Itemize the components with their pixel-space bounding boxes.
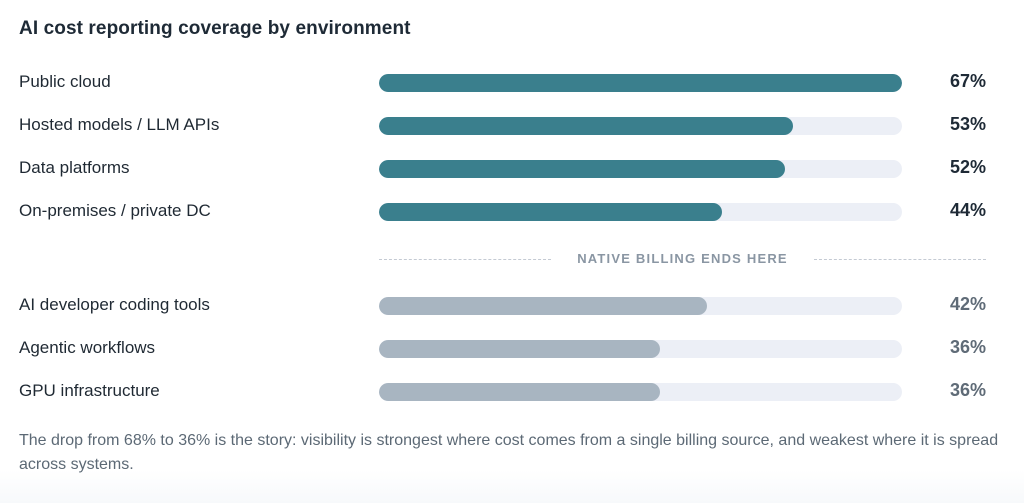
bar [379, 117, 793, 135]
bar-track [379, 383, 902, 401]
bar-track [379, 203, 902, 221]
bar-row: AI developer coding tools 42% [0, 291, 1024, 321]
data-label: 67% [949, 71, 986, 91]
category-label: AI developer coding tools [19, 295, 210, 314]
bar-row: Hosted models / LLM APIs 53% [0, 111, 1024, 141]
bar-row: Public cloud 67% [0, 68, 1024, 98]
bar [379, 340, 660, 358]
data-label: 53% [949, 114, 986, 134]
bar-row: Agentic workflows 36% [0, 334, 1024, 364]
bar-chart: Public cloud 67% Hosted models / LLM APIs 5… [0, 68, 1024, 407]
divider-line-left [379, 259, 551, 260]
category-label: GPU infrastructure [19, 381, 160, 400]
chart-footnote: The drop from 68% to 36% is the story: v… [19, 432, 999, 473]
bar [379, 74, 902, 92]
chart-title: AI cost reporting coverage by environmen… [19, 18, 411, 39]
data-label: 52% [949, 157, 986, 177]
data-label: 36% [949, 380, 986, 400]
divider-label: NATIVE BILLING ENDS HERE [577, 251, 788, 266]
bar-row: GPU infrastructure 36% [0, 377, 1024, 407]
bar-track [379, 117, 902, 135]
bar-track [379, 340, 902, 358]
category-label: Hosted models / LLM APIs [19, 115, 220, 134]
bar-row: On-premises / private DC 44% [0, 197, 1024, 227]
category-label: Data platforms [19, 158, 130, 177]
data-label: 36% [949, 337, 986, 357]
data-label: 42% [949, 294, 986, 314]
bar-row: Data platforms 52% [0, 154, 1024, 184]
bar-track [379, 297, 902, 315]
bar [379, 203, 722, 221]
bar-track [379, 74, 902, 92]
divider-line-right [814, 259, 986, 260]
bar [379, 297, 707, 315]
category-label: Agentic workflows [19, 338, 156, 357]
bar [379, 383, 660, 401]
native-billing-divider: NATIVE BILLING ENDS HERE [379, 249, 986, 269]
bar-track [379, 160, 902, 178]
data-label: 44% [949, 200, 986, 220]
category-label: On-premises / private DC [19, 201, 211, 220]
category-label: Public cloud [19, 72, 111, 91]
bar [379, 160, 785, 178]
